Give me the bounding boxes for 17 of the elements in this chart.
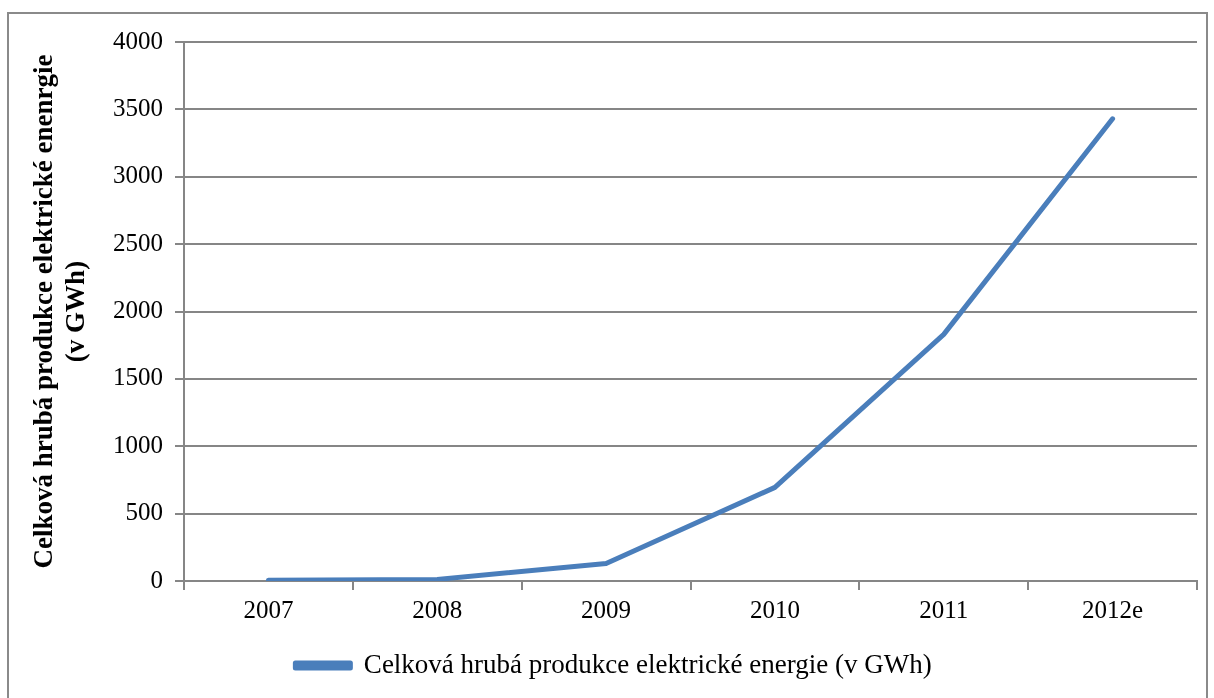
y-tick-label: 3500 bbox=[113, 93, 163, 121]
x-tick-label: 2008 bbox=[412, 595, 463, 623]
y-tick-label: 1000 bbox=[113, 430, 163, 458]
x-tick-label: 2012e bbox=[1082, 595, 1144, 623]
x-tick-label: 2007 bbox=[243, 595, 294, 623]
x-tick-label: 2011 bbox=[919, 595, 969, 623]
y-tick-label: 1500 bbox=[113, 363, 163, 391]
y-tick-label: 2500 bbox=[113, 228, 163, 256]
y-tick-label: 2000 bbox=[113, 296, 163, 324]
legend-label: Celková hrubá produkce elektrické energie (v GWh) bbox=[363, 648, 932, 679]
x-tick-label: 2009 bbox=[581, 595, 632, 623]
y-tick-label: 3000 bbox=[113, 161, 163, 189]
y-tick-label: 500 bbox=[125, 498, 163, 526]
y-tick-label: 0 bbox=[150, 565, 163, 593]
x-tick-label: 2010 bbox=[749, 595, 800, 623]
y-axis-title: Celková hrubá produkce elektrické enenrgie (v GWh) bbox=[28, 54, 90, 569]
y-tick-label: 4000 bbox=[113, 26, 163, 54]
